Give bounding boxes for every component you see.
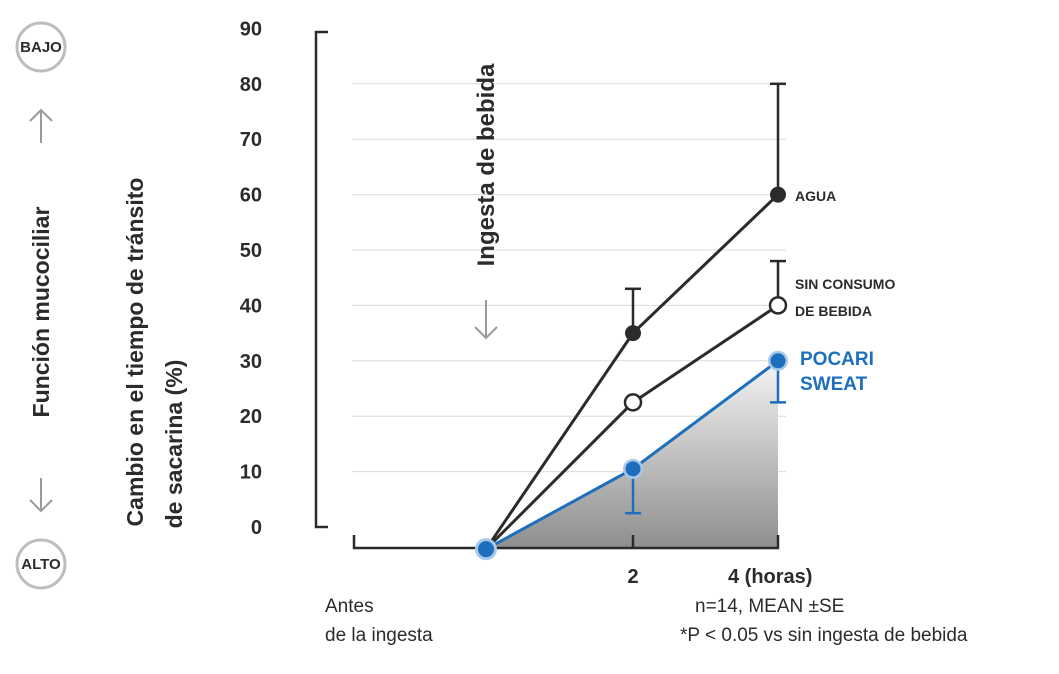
- series-1: [484, 259, 788, 551]
- x-tick-4: 4 (horas): [728, 566, 812, 588]
- series-label-2-1: SWEAT: [800, 374, 868, 395]
- series-label-1-0: SIN CONSUMO: [795, 276, 895, 292]
- y-axis-title-line2: de sacarina (%): [161, 360, 187, 529]
- top-badge-circle: [15, 21, 67, 73]
- point-1-2: [768, 296, 788, 315]
- y-axis-line: [314, 30, 328, 529]
- x-baseline-label-line2: de la ingesta: [325, 625, 433, 646]
- point-2-1: [625, 461, 641, 477]
- drink-intake-annotation: Ingesta de bebida: [473, 63, 500, 266]
- x-axis-line: [352, 535, 780, 550]
- significance-note: *P < 0.05 vs sin ingesta de bebida: [680, 625, 968, 646]
- y-tick-90: 90: [240, 18, 262, 40]
- series-label-0-0: AGUA: [795, 188, 836, 204]
- y-tick-50: 50: [240, 240, 262, 262]
- arrow-down-icon: [29, 478, 53, 513]
- x-tick-2: 2: [627, 566, 638, 588]
- series: [475, 82, 788, 561]
- bottom-badge-circle: [15, 538, 67, 590]
- top-badge-label: BAJO: [20, 39, 62, 56]
- y-axis-title-line1: Cambio en el tiempo de tránsito: [122, 178, 148, 527]
- series-labels: AGUA SIN CONSUMO DE BEBIDA POCARI SWEAT: [795, 188, 895, 395]
- axes: [314, 30, 780, 550]
- series-2: [485, 350, 788, 551]
- bottom-badge-label: ALTO: [21, 556, 61, 573]
- y-tick-70: 70: [240, 129, 262, 151]
- x-baseline-label-line1: Antes: [325, 596, 374, 617]
- series-label-2-0: POCARI: [800, 349, 874, 370]
- y-tick-80: 80: [240, 74, 262, 96]
- mucociliary-axis-title: Función mucociliar: [28, 207, 54, 418]
- y-tick-20: 20: [240, 406, 262, 428]
- point-0-2: [770, 186, 786, 203]
- shaded-area: [486, 360, 778, 550]
- point-1-1: [623, 393, 643, 412]
- series-0: [484, 82, 786, 551]
- y-tick-labels: 90 80 70 60 50 40 30 20 10 0: [240, 18, 262, 539]
- y-tick-30: 30: [240, 351, 262, 373]
- point-0-1: [625, 325, 641, 342]
- sample-note: n=14, MEAN ±SE: [695, 596, 844, 617]
- y-tick-40: 40: [240, 295, 262, 317]
- y-tick-60: 60: [240, 185, 262, 207]
- y-tick-0: 0: [251, 517, 262, 539]
- series-label-1-1: DE BEBIDA: [795, 303, 872, 319]
- function-indicator: BAJO Función mucociliar ALTO: [15, 21, 67, 590]
- point-2-2: [770, 353, 786, 369]
- intake-arrow-icon: [474, 300, 498, 340]
- baseline-point: [478, 541, 494, 558]
- y-tick-10: 10: [240, 462, 262, 484]
- arrow-up-icon: [29, 108, 53, 143]
- y-axis-title: Cambio en el tiempo de tránsito de sacar…: [122, 178, 187, 529]
